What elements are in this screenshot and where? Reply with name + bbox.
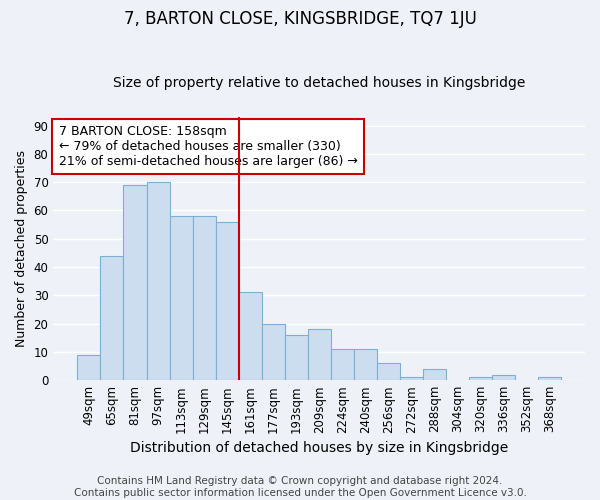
Bar bbox=[492, 374, 515, 380]
Bar bbox=[538, 378, 561, 380]
Y-axis label: Number of detached properties: Number of detached properties bbox=[15, 150, 28, 347]
Bar bbox=[400, 378, 423, 380]
Bar bbox=[262, 324, 284, 380]
Bar bbox=[423, 369, 446, 380]
Bar bbox=[239, 292, 262, 380]
Bar bbox=[100, 256, 124, 380]
Bar bbox=[331, 349, 353, 380]
X-axis label: Distribution of detached houses by size in Kingsbridge: Distribution of detached houses by size … bbox=[130, 441, 508, 455]
Text: 7 BARTON CLOSE: 158sqm
← 79% of detached houses are smaller (330)
21% of semi-de: 7 BARTON CLOSE: 158sqm ← 79% of detached… bbox=[59, 125, 358, 168]
Bar bbox=[124, 185, 146, 380]
Bar bbox=[170, 216, 193, 380]
Text: 7, BARTON CLOSE, KINGSBRIDGE, TQ7 1JU: 7, BARTON CLOSE, KINGSBRIDGE, TQ7 1JU bbox=[124, 10, 476, 28]
Bar bbox=[77, 354, 100, 380]
Bar bbox=[146, 182, 170, 380]
Title: Size of property relative to detached houses in Kingsbridge: Size of property relative to detached ho… bbox=[113, 76, 526, 90]
Bar bbox=[377, 363, 400, 380]
Bar bbox=[353, 349, 377, 380]
Bar bbox=[215, 222, 239, 380]
Bar bbox=[284, 335, 308, 380]
Bar bbox=[308, 330, 331, 380]
Bar bbox=[193, 216, 215, 380]
Text: Contains HM Land Registry data © Crown copyright and database right 2024.
Contai: Contains HM Land Registry data © Crown c… bbox=[74, 476, 526, 498]
Bar bbox=[469, 378, 492, 380]
